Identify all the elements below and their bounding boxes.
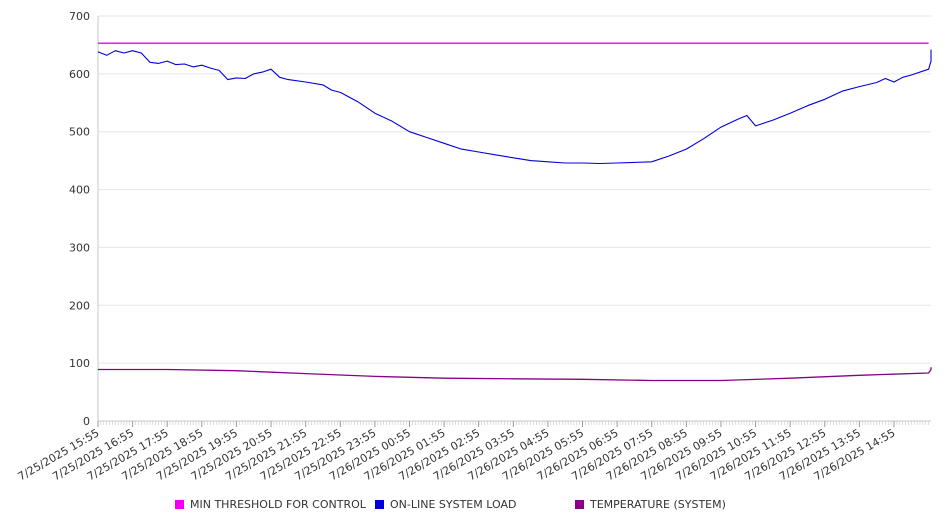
y-tick-label-700: 700 — [69, 10, 90, 23]
legend-label-temperature: TEMPERATURE (SYSTEM) — [590, 498, 726, 511]
y-tick-label-600: 600 — [69, 68, 90, 81]
legend-item-system-load[interactable]: ON-LINE SYSTEM LOAD — [375, 498, 516, 511]
legend-swatch-min-threshold — [175, 500, 184, 509]
y-tick-label-300: 300 — [69, 241, 90, 254]
series-line-temperature — [98, 367, 932, 382]
chart-legend: MIN THRESHOLD FOR CONTROL ON-LINE SYSTEM… — [0, 498, 946, 514]
y-tick-label-400: 400 — [69, 184, 90, 197]
legend-label-min-threshold: MIN THRESHOLD FOR CONTROL — [190, 498, 366, 511]
series-line-system-load — [97, 49, 932, 165]
y-tick-label-500: 500 — [69, 126, 90, 139]
y-tick-label-200: 200 — [69, 299, 90, 312]
legend-swatch-temperature — [575, 500, 584, 509]
legend-swatch-system-load — [375, 500, 384, 509]
y-tick-label-0: 0 — [83, 415, 90, 428]
legend-label-system-load: ON-LINE SYSTEM LOAD — [390, 498, 517, 511]
legend-item-min-threshold[interactable]: MIN THRESHOLD FOR CONTROL — [175, 498, 366, 511]
legend-item-temperature[interactable]: TEMPERATURE (SYSTEM) — [575, 498, 726, 511]
y-tick-label-100: 100 — [69, 357, 90, 370]
